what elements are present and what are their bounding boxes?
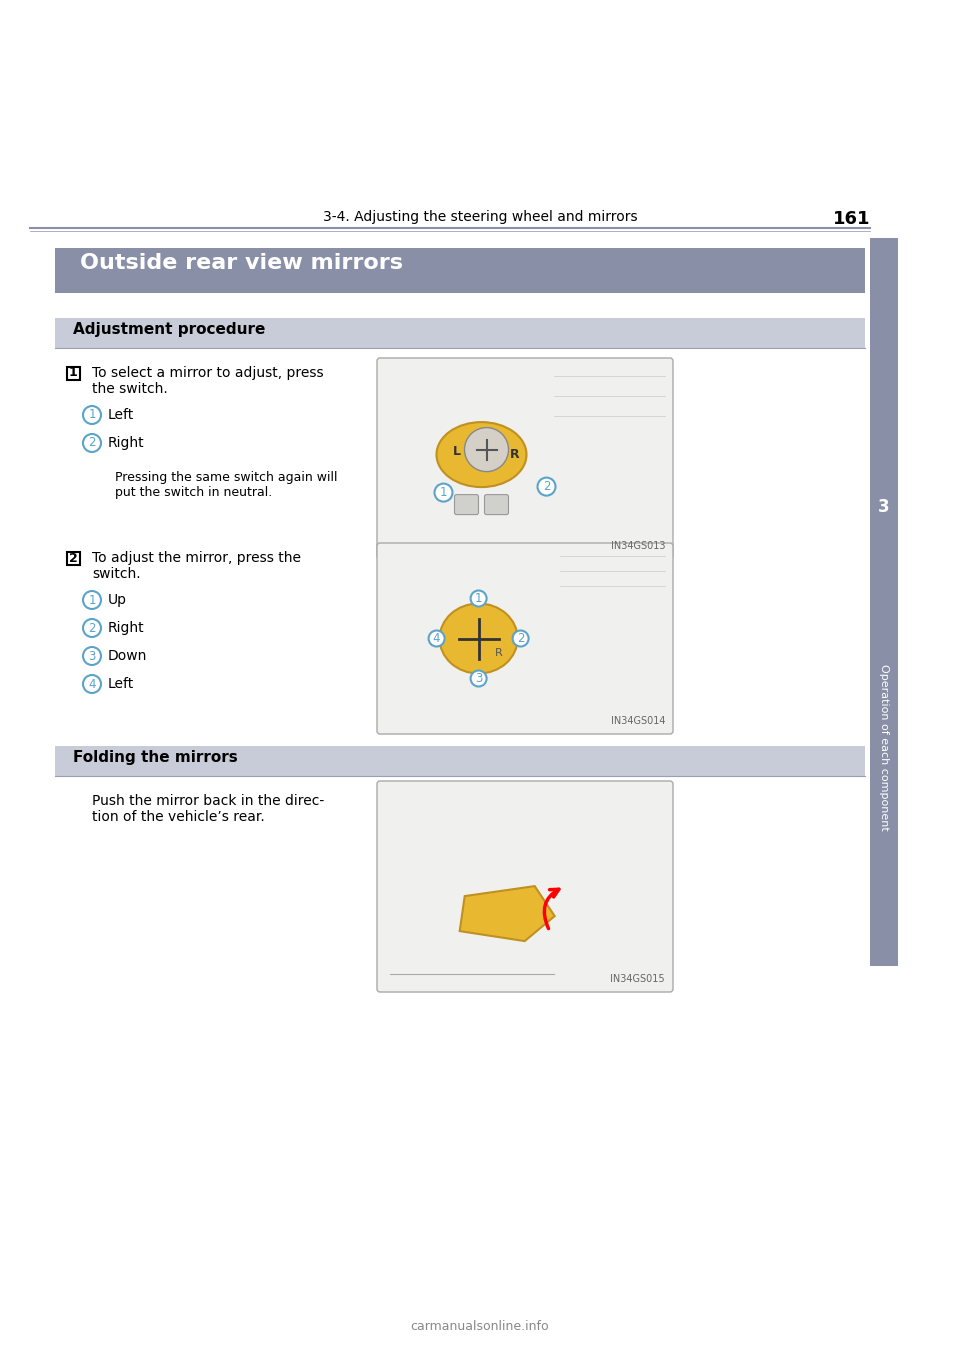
Text: Folding the mirrors: Folding the mirrors [73,750,238,765]
Circle shape [435,483,452,501]
Ellipse shape [440,603,517,674]
Text: switch.: switch. [92,568,140,581]
Polygon shape [460,887,555,941]
Text: R: R [494,649,502,659]
Text: 3: 3 [475,672,482,684]
Text: Adjustment procedure: Adjustment procedure [73,322,265,337]
Text: the switch.: the switch. [92,382,168,397]
Circle shape [83,406,101,424]
Text: 3: 3 [878,498,890,516]
Text: 2: 2 [516,631,524,645]
Text: 4: 4 [88,678,96,690]
Text: Down: Down [108,649,148,663]
Circle shape [465,428,509,471]
FancyBboxPatch shape [454,494,478,515]
Text: 3: 3 [88,649,96,663]
Text: To select a mirror to adjust, press: To select a mirror to adjust, press [92,367,324,380]
Text: 2: 2 [88,622,96,634]
Circle shape [83,646,101,665]
FancyBboxPatch shape [377,359,673,559]
FancyBboxPatch shape [485,494,509,515]
Text: 3-4. Adjusting the steering wheel and mirrors: 3-4. Adjusting the steering wheel and mi… [323,210,637,224]
Text: To adjust the mirror, press the: To adjust the mirror, press the [92,551,301,565]
Text: 1: 1 [88,593,96,607]
Bar [55,318,865,348]
Text: L: L [452,445,461,458]
Bar [66,551,80,565]
Text: Left: Left [108,407,134,422]
Text: Right: Right [108,621,145,636]
Text: 1: 1 [475,592,482,606]
Ellipse shape [437,422,526,488]
Text: 161: 161 [832,210,870,228]
Text: Up: Up [108,593,127,607]
Text: IN34GS013: IN34GS013 [611,540,665,551]
Circle shape [513,630,529,646]
Text: Outside rear view mirrors: Outside rear view mirrors [80,253,403,273]
Text: Pressing the same switch again will: Pressing the same switch again will [115,471,338,483]
Text: IN34GS015: IN34GS015 [611,974,665,985]
Circle shape [428,630,444,646]
Bar [870,493,898,528]
Text: R: R [510,448,519,462]
Circle shape [538,478,556,496]
Text: 1: 1 [440,486,447,500]
Text: 1: 1 [68,367,78,379]
FancyBboxPatch shape [377,543,673,735]
Text: Right: Right [108,436,145,449]
Text: carmanualsonline.info: carmanualsonline.info [411,1320,549,1334]
Circle shape [83,435,101,452]
Circle shape [470,591,487,607]
FancyArrowPatch shape [544,889,559,929]
Circle shape [83,619,101,637]
Text: Operation of each component: Operation of each component [879,664,889,831]
Text: 4: 4 [433,631,441,645]
Text: IN34GS014: IN34GS014 [611,716,665,727]
Text: tion of the vehicle’s rear.: tion of the vehicle’s rear. [92,809,265,824]
Text: 2: 2 [88,436,96,449]
Text: 2: 2 [68,551,78,565]
Text: Left: Left [108,678,134,691]
Bar [55,746,865,775]
Circle shape [83,675,101,693]
FancyBboxPatch shape [377,781,673,991]
Bar [66,367,80,379]
Text: Push the mirror back in the direc-: Push the mirror back in the direc- [92,794,324,808]
Circle shape [470,671,487,687]
Text: 1: 1 [88,409,96,421]
Bar [870,238,898,966]
Circle shape [83,591,101,608]
Bar [55,249,865,293]
Text: 2: 2 [542,481,550,493]
Text: put the switch in neutral.: put the switch in neutral. [115,486,273,498]
